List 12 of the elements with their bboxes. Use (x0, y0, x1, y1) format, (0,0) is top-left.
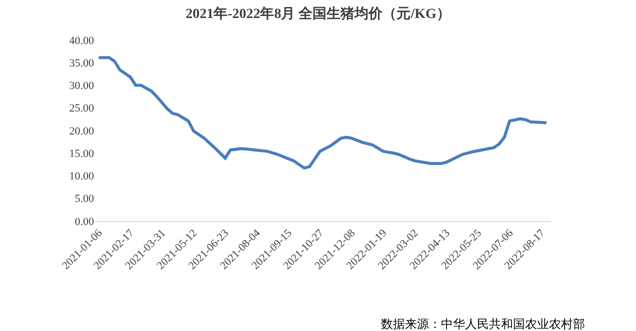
y-tick-label: 25.00 (69, 102, 94, 115)
chart-title: 2021年-2022年8月 全国生猪均价（元/KG） (186, 6, 450, 22)
y-tick-label: 10.00 (69, 170, 94, 183)
y-tick-label: 30.00 (69, 80, 94, 92)
line-series (97, 56, 548, 170)
y-tick-label: 20.00 (69, 125, 94, 138)
y-tick-label: 0.00 (74, 216, 94, 228)
y-tick-label: 35.00 (69, 57, 94, 70)
y-tick-label: 15.00 (69, 148, 94, 160)
y-tick-label: 40.00 (69, 34, 94, 47)
source-note: 数据来源：中华人民共和国农业农村部 (381, 317, 585, 331)
y-tick-label: 5.00 (74, 193, 94, 206)
